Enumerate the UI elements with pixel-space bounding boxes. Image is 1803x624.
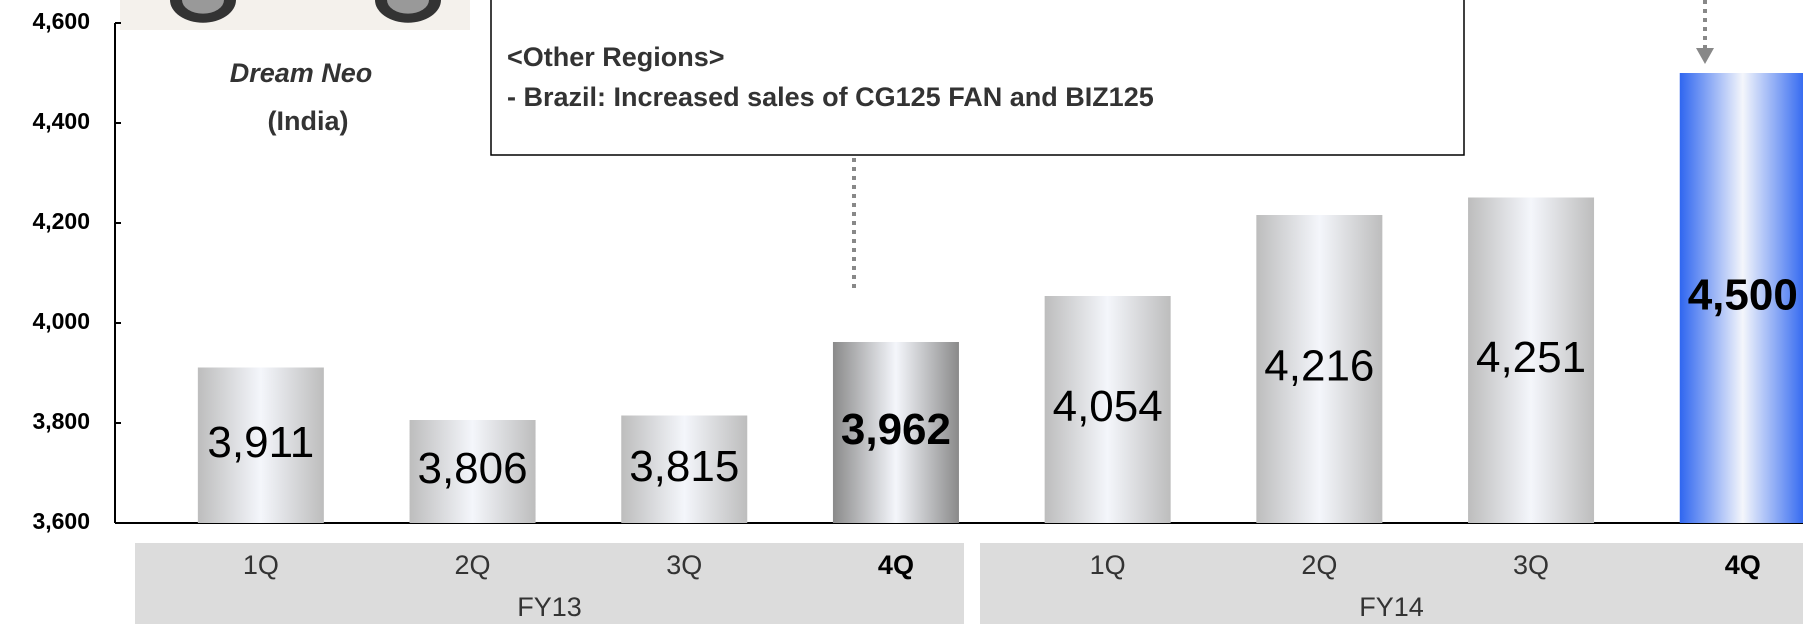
model-region: (India) (268, 106, 349, 136)
car-image (120, 0, 470, 30)
page: {"chart_data": {"type": "bar", "categori… (0, 0, 1803, 624)
value-label: 4,216 (1264, 342, 1374, 391)
y-tick-label: 4,600 (32, 8, 90, 34)
x-tick-label: 2Q (455, 550, 491, 580)
annotation-text: - Brazil: Increased sales of CG125 FAN a… (507, 82, 1154, 112)
x-tick-label: 3Q (666, 550, 702, 580)
y-tick-label: 4,400 (32, 108, 90, 134)
annotation-heading: <Other Regions> (507, 42, 725, 72)
y-tick-label: 3,600 (32, 508, 90, 534)
value-label: 3,806 (417, 444, 527, 493)
value-label: 4,054 (1053, 382, 1163, 431)
group-label: FY14 (1359, 592, 1424, 622)
x-tick-label: 3Q (1513, 550, 1549, 580)
x-tick-label: 1Q (1090, 550, 1126, 580)
y-tick-label: 4,200 (32, 208, 90, 234)
x-tick-label: 4Q (1725, 550, 1761, 580)
x-tick-label: 2Q (1301, 550, 1337, 580)
model-name: Dream Neo (230, 58, 373, 88)
value-label: 3,962 (841, 405, 951, 454)
y-tick-label: 3,800 (32, 408, 90, 434)
y-tick-label: 4,000 (32, 308, 90, 334)
value-label: 4,500 (1688, 271, 1798, 320)
value-label: 3,911 (207, 418, 314, 467)
chart: Dream Neo (India) <Other Regions> - Braz… (0, 0, 1803, 624)
annotation-box (491, 0, 1464, 155)
value-label: 4,251 (1476, 333, 1586, 382)
x-tick-label: 1Q (243, 550, 279, 580)
group-label: FY13 (517, 592, 582, 622)
x-tick-label: 4Q (878, 550, 914, 580)
value-label: 3,815 (629, 442, 739, 491)
arrow-head (1696, 48, 1714, 64)
